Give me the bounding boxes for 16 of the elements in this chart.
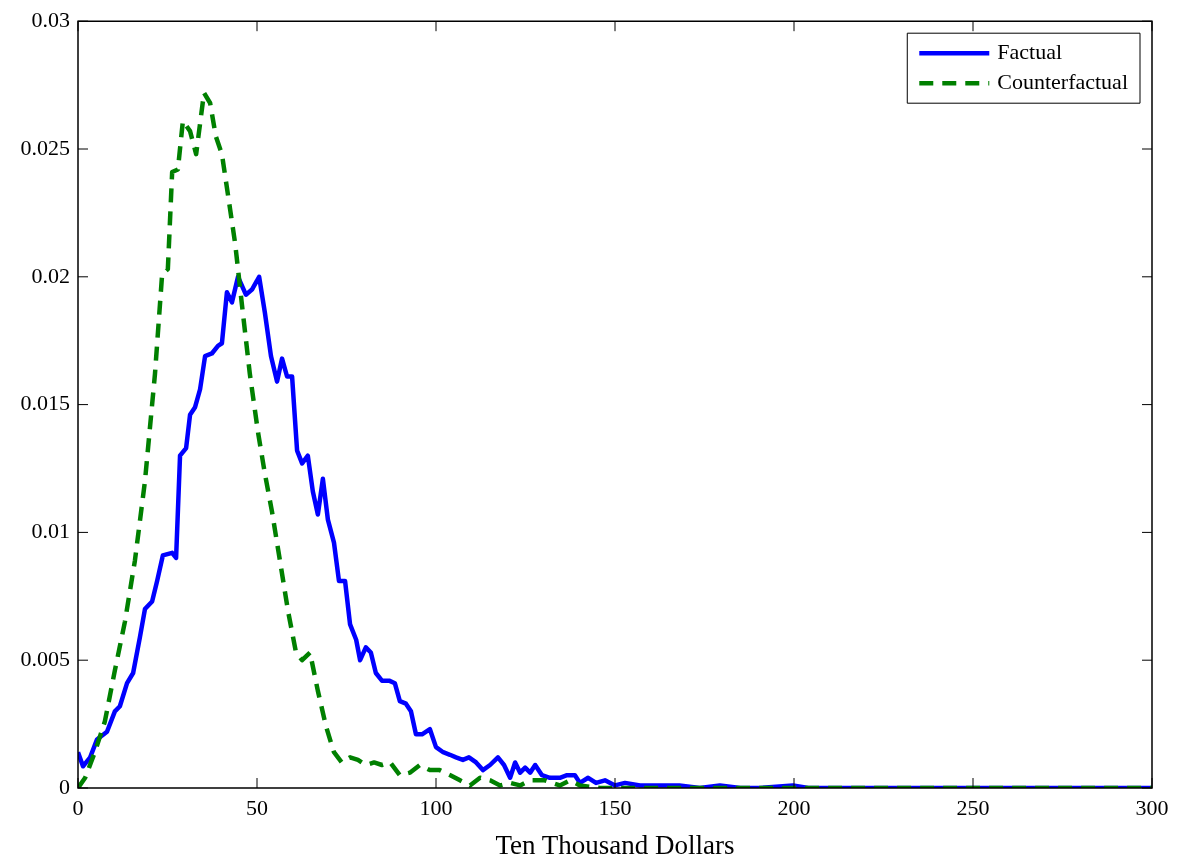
x-tick-label: 50 xyxy=(246,794,268,820)
x-axis-title: Ten Thousand Dollars xyxy=(495,829,735,860)
y-tick-label: 0.005 xyxy=(20,645,70,671)
x-tick-label: 100 xyxy=(419,794,453,820)
x-tick-label: 200 xyxy=(777,794,811,820)
x-tick-label: 150 xyxy=(598,794,632,820)
y-tick-label: 0.02 xyxy=(31,262,70,288)
legend-label: Counterfactual xyxy=(997,68,1129,94)
x-tick-label: 250 xyxy=(956,794,990,820)
y-tick-label: 0.015 xyxy=(20,390,70,416)
legend-label: Factual xyxy=(997,38,1063,64)
y-tick-label: 0.025 xyxy=(20,134,70,160)
y-tick-label: 0 xyxy=(59,773,70,799)
x-tick-label: 300 xyxy=(1135,794,1169,820)
y-tick-label: 0.01 xyxy=(31,518,70,544)
y-tick-label: 0.03 xyxy=(31,6,70,32)
